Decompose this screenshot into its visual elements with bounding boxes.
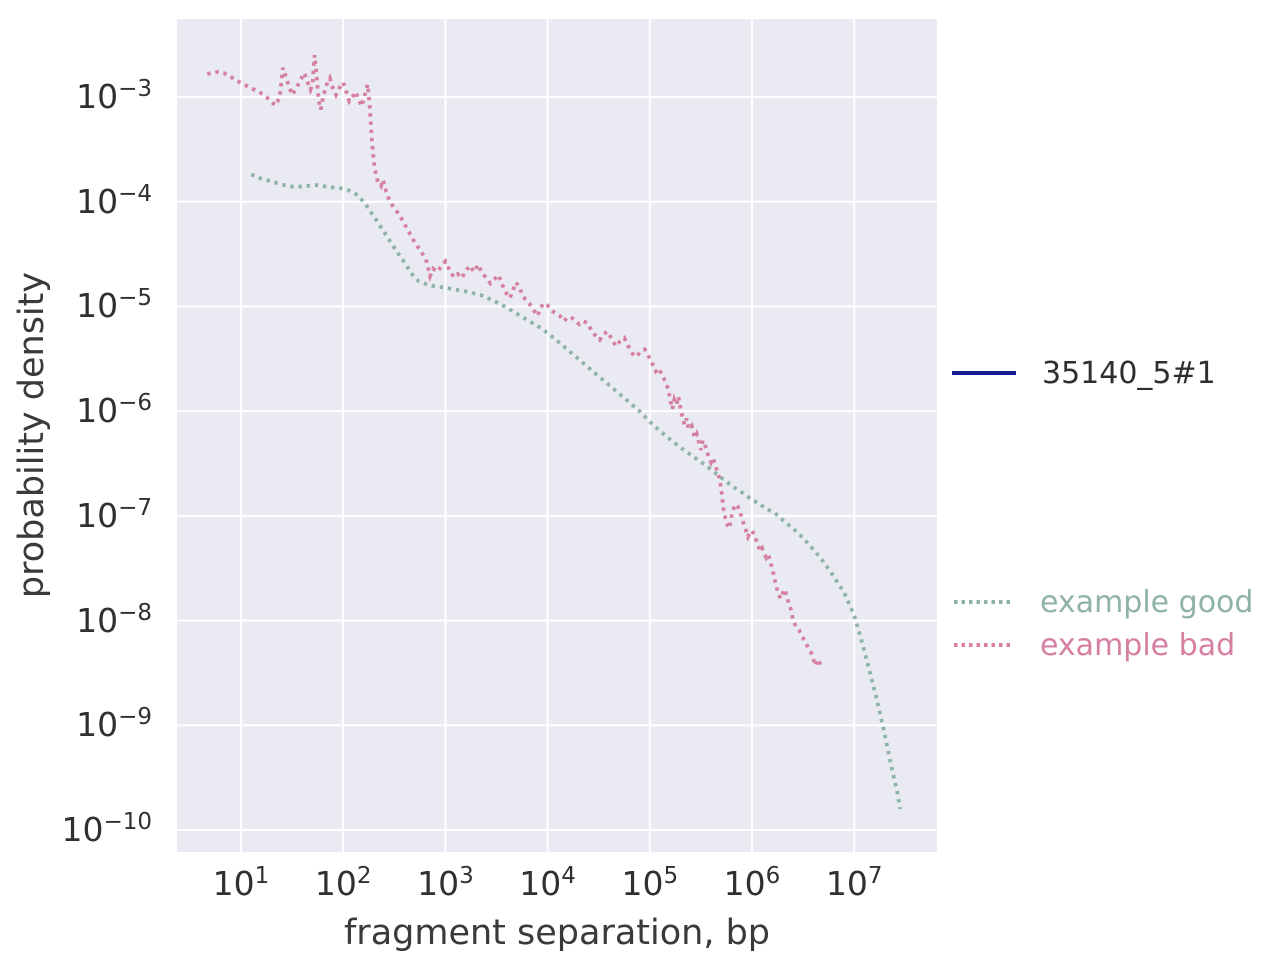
series-example-good (250, 172, 903, 810)
legend-label-example-bad: example bad (1040, 627, 1236, 663)
legend-item-35140-5-1: 35140_5#1 (951, 353, 1216, 393)
legend-item-example-bad: example bad (953, 625, 1235, 665)
y-tick-label: 10−9 (76, 704, 152, 745)
legend-dotted-line-swatch (954, 600, 1014, 604)
y-tick-label: 10−8 (76, 599, 152, 640)
x-tick-label: 103 (417, 863, 474, 903)
legend-label-example-good: example good (1040, 584, 1254, 620)
y-tick-label: 10−5 (76, 285, 152, 326)
y-tick-label: 10−7 (76, 494, 152, 535)
legend-label-sample: 35140_5#1 (1042, 355, 1216, 391)
y-tick-label: 10−3 (76, 76, 152, 116)
x-tick-label: 106 (723, 863, 781, 903)
y-tick-label: 10−4 (76, 180, 152, 221)
y-tick-label: 10−10 (61, 809, 152, 849)
y-tick-label: 10−6 (76, 390, 152, 431)
x-tick-label: 102 (314, 863, 372, 903)
legend-item-example-good: example good (953, 582, 1253, 622)
y-axis-label: probability density (12, 271, 52, 599)
x-axis-label: fragment separation, bp (343, 913, 771, 953)
series-example-bad (206, 54, 823, 672)
x-tick-label: 105 (621, 863, 679, 903)
x-tick-label: 101 (212, 863, 270, 903)
legend-solid-line-swatch (952, 371, 1016, 375)
x-tick-label: 104 (519, 863, 576, 903)
x-tick-label: 107 (825, 863, 883, 903)
legend-dotted-line-swatch (954, 643, 1014, 647)
